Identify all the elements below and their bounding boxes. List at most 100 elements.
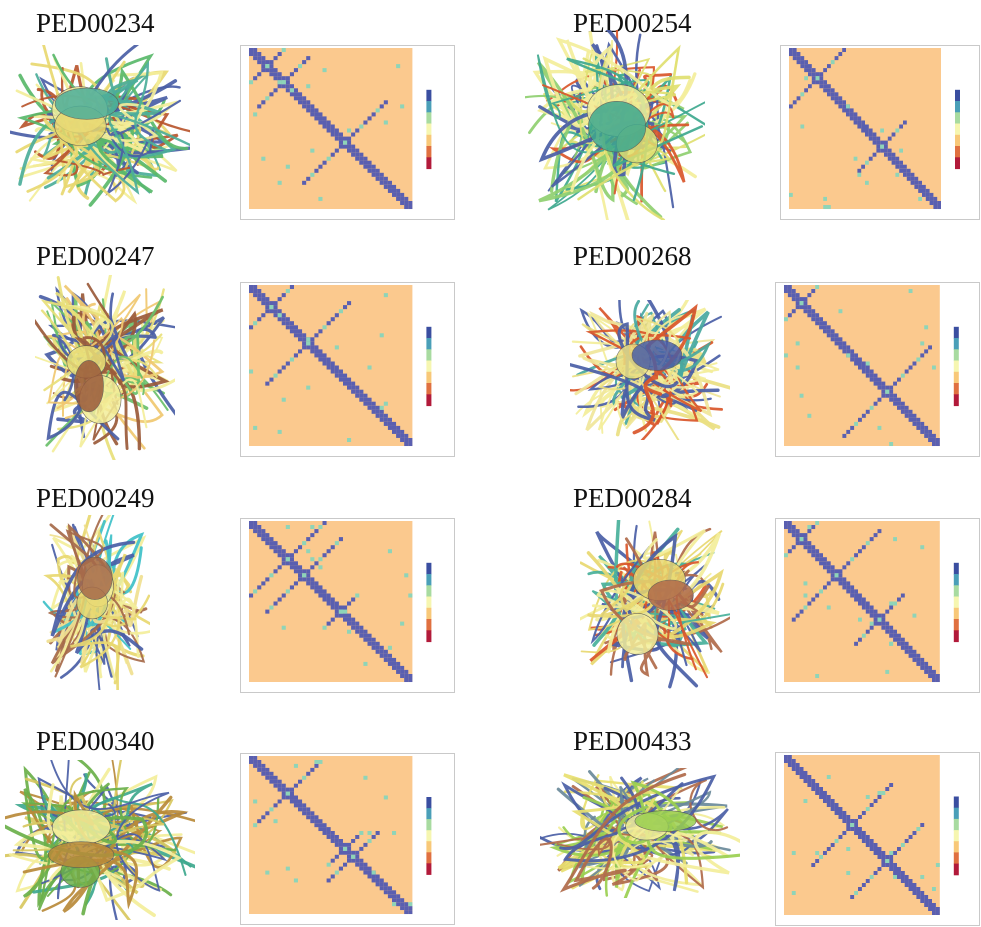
colorbar-segment — [953, 852, 959, 865]
backbone-trace — [617, 780, 740, 860]
colorbar-segment — [953, 818, 959, 831]
secondary-structure-blob — [616, 613, 659, 655]
colorbar-segment — [426, 863, 432, 875]
backbone-trace — [566, 790, 661, 869]
contact-map — [240, 753, 455, 925]
secondary-structure-blob — [77, 556, 113, 600]
colorbar-segment — [426, 619, 432, 631]
colorbar-segment — [426, 394, 432, 407]
protein-ensemble-structure — [35, 275, 175, 460]
colorbar-segment — [953, 607, 959, 620]
panel-title: PED00247 — [36, 241, 155, 271]
secondary-structure-blob — [631, 339, 683, 371]
backbone-trace — [56, 292, 125, 402]
colorbar-segment — [426, 101, 432, 113]
contact-map — [240, 518, 455, 693]
colorbar-segment — [426, 146, 432, 158]
colorbar-segment — [426, 157, 432, 170]
panel-title: PED00340 — [36, 726, 155, 756]
colorbar-segment — [953, 830, 959, 842]
colorbar-segment — [955, 123, 960, 136]
colorbar-segment — [426, 585, 432, 598]
panel-title: PED00284 — [573, 483, 692, 513]
secondary-structure-blob — [47, 841, 115, 868]
colorbar-segment — [426, 123, 432, 136]
colorbar-segment — [426, 819, 432, 831]
contact-cells — [249, 521, 413, 683]
secondary-structure-blob — [634, 810, 697, 832]
colorbar-segment — [426, 326, 432, 339]
colorbar-segment — [426, 830, 432, 842]
contact-map — [775, 752, 980, 926]
colorbar-segment — [953, 562, 959, 575]
contact-map — [240, 282, 455, 457]
colorbar-segment — [426, 134, 432, 147]
colorbar-segment — [426, 112, 432, 125]
secondary-structure-blob — [647, 579, 694, 611]
colorbar-segment — [426, 797, 432, 809]
colorbar-segment — [953, 619, 959, 631]
panel-title: PED00249 — [36, 483, 155, 513]
contact-cells — [249, 285, 413, 447]
colorbar-segment — [953, 574, 959, 586]
contact-cells — [784, 285, 940, 447]
contact-cells — [249, 48, 413, 210]
colorbar-segment — [426, 852, 432, 864]
secondary-structure-blob — [54, 87, 119, 120]
protein-ensemble-structure — [5, 760, 195, 920]
contact-map — [240, 45, 455, 220]
colorbar-segment — [953, 338, 959, 350]
protein-ensemble-structure — [580, 520, 730, 689]
colorbar-segment — [953, 796, 959, 809]
contact-map — [780, 45, 980, 220]
colorbar-segment — [953, 326, 959, 339]
protein-ensemble-structure — [525, 30, 705, 220]
colorbar-segment — [426, 607, 432, 620]
protein-ensemble-structure — [540, 768, 740, 898]
colorbar-segment — [426, 562, 432, 575]
contact-cells — [784, 755, 940, 915]
protein-ensemble-structure — [570, 300, 730, 440]
secondary-structure-blob — [52, 809, 111, 845]
secondary-structure-blob — [588, 100, 647, 153]
secondary-structure-blob — [74, 360, 104, 413]
panel-title: PED00254 — [573, 8, 692, 38]
colorbar-segment — [953, 360, 959, 373]
protein-ensemble-structure — [42, 515, 150, 690]
colorbar-segment — [426, 360, 432, 373]
colorbar-segment — [955, 146, 960, 158]
colorbar-segment — [426, 349, 432, 362]
contact-map — [775, 518, 980, 693]
colorbar-segment — [426, 89, 432, 102]
contact-cells — [784, 521, 940, 683]
colorbar-segment — [426, 338, 432, 350]
colorbar-segment — [426, 574, 432, 586]
colorbar-segment — [955, 157, 960, 170]
colorbar-segment — [953, 585, 959, 598]
colorbar-segment — [955, 112, 960, 125]
backbone-trace — [586, 788, 688, 882]
colorbar-segment — [953, 383, 959, 395]
backbone-trace — [591, 585, 678, 631]
colorbar-segment — [953, 841, 959, 853]
colorbar-segment — [955, 89, 960, 102]
panel-title: PED00268 — [573, 241, 692, 271]
contact-cells — [249, 756, 413, 915]
contact-map — [775, 282, 980, 457]
protein-ensemble-structure — [10, 45, 190, 207]
colorbar-segment — [953, 349, 959, 362]
colorbar-segment — [426, 841, 432, 853]
colorbar-segment — [953, 807, 959, 820]
backbone-trace — [89, 805, 195, 874]
panel-title: PED00433 — [573, 726, 692, 756]
colorbar-segment — [426, 371, 432, 384]
colorbar-segment — [426, 383, 432, 395]
colorbar-segment — [955, 101, 960, 113]
panel-title: PED00234 — [36, 8, 155, 38]
colorbar-segment — [953, 596, 959, 609]
colorbar-segment — [953, 371, 959, 384]
colorbar-segment — [953, 630, 959, 643]
colorbar-segment — [955, 134, 960, 147]
backbone-trace — [41, 760, 170, 892]
colorbar-segment — [426, 808, 432, 820]
